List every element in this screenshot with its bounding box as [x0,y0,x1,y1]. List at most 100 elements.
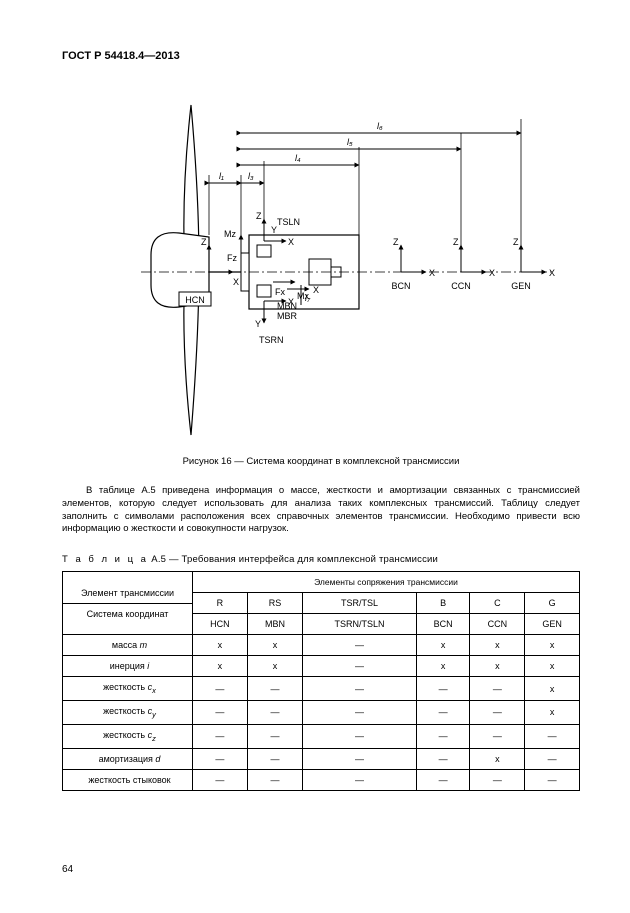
svg-text:X: X [429,268,435,278]
svg-text:MBR: MBR [277,311,298,321]
cell: x [525,677,580,701]
table-caption: Т а б л и ц а А.5 — Требования интерфейс… [62,554,580,565]
svg-text:Fz: Fz [227,253,237,263]
row-label: жесткость cz [63,724,193,748]
svg-text:X: X [549,268,555,278]
svg-text:l₆: l₆ [377,121,383,131]
row-label: жесткость cx [63,677,193,701]
row-label: амортизация d [63,748,193,769]
cell: x [247,656,303,677]
svg-text:Fx: Fx [275,287,285,297]
col-element: Элемент трансмиссииСистема координат [63,572,193,635]
table-row: жесткость cy—————x [63,701,580,725]
cell: x [470,748,525,769]
col2-CCN: CCN [470,614,525,635]
cell: — [416,769,470,790]
svg-text:MBN: MBN [277,301,297,311]
cell: — [303,748,416,769]
cell: — [303,769,416,790]
col-C: C [470,593,525,614]
svg-text:TSRN: TSRN [259,335,284,345]
cell: — [247,769,303,790]
svg-text:l₄: l₄ [295,153,301,163]
svg-text:X: X [288,237,294,247]
cell: x [470,635,525,656]
col-R: R [193,593,248,614]
cell: — [470,769,525,790]
table-row: жесткость cx—————x [63,677,580,701]
row-label: жесткость стыковок [63,769,193,790]
cell: — [470,701,525,725]
cell: x [416,635,470,656]
svg-text:X: X [313,285,319,295]
cell: — [247,724,303,748]
cell: — [303,656,416,677]
cell: — [416,701,470,725]
col2-HCN: HCN [193,614,248,635]
cell: — [193,769,248,790]
svg-text:l₅: l₅ [347,137,353,147]
row-label: инерция i [63,656,193,677]
label-hcn: HCN [185,295,205,305]
cell: — [303,724,416,748]
col-RS: RS [247,593,303,614]
cell: x [193,656,248,677]
page-number: 64 [62,864,73,875]
svg-text:GEN: GEN [511,281,531,291]
cell: — [247,701,303,725]
svg-text:CCN: CCN [451,281,471,291]
col-B: B [416,593,470,614]
doc-id: ГОСТ Р 54418.4—2013 [62,50,580,62]
figure-caption: Рисунок 16 — Система координат в комплек… [62,456,580,467]
cell: — [416,677,470,701]
cell: x [525,635,580,656]
svg-text:Z: Z [201,237,207,247]
cell: — [193,748,248,769]
cell: — [470,724,525,748]
coord-bcn: Z X BCN [391,237,435,291]
svg-text:Y: Y [255,319,261,329]
cell: — [247,677,303,701]
svg-text:Z: Z [513,237,519,247]
svg-text:Z: Z [453,237,459,247]
col2-TSRN/TSLN: TSRN/TSLN [303,614,416,635]
svg-text:l₃: l₃ [248,171,254,181]
cell: — [303,701,416,725]
table-row: амортизация d————x— [63,748,580,769]
cell: — [303,677,416,701]
group-header: Элементы сопряжения трансмиссии [193,572,580,593]
cell: x [193,635,248,656]
cell: x [247,635,303,656]
table-row: масса mxx—xxx [63,635,580,656]
cell: x [525,701,580,725]
cell: — [525,748,580,769]
svg-text:l₇: l₇ [305,293,311,303]
svg-text:TSLN: TSLN [277,217,300,227]
coord-gen: Z X GEN [511,237,555,291]
cell: — [525,724,580,748]
cell: — [193,724,248,748]
cell: — [303,635,416,656]
cell: — [525,769,580,790]
col2-BCN: BCN [416,614,470,635]
svg-text:X: X [233,277,239,287]
cell: — [247,748,303,769]
svg-text:Z: Z [393,237,399,247]
row-label: масса m [63,635,193,656]
cell: — [193,677,248,701]
svg-text:l₁: l₁ [219,171,224,181]
table-row: жесткость cz—————— [63,724,580,748]
svg-text:Z: Z [256,211,262,221]
table-row: жесткость стыковок—————— [63,769,580,790]
cell: x [416,656,470,677]
col2-GEN: GEN [525,614,580,635]
cell: x [525,656,580,677]
paragraph-a5: В таблице А.5 приведена информация о мас… [62,485,580,536]
col2-MBN: MBN [247,614,303,635]
cell: — [416,748,470,769]
table-a5: Элемент трансмиссииСистема координат Эле… [62,571,580,790]
cell: x [470,656,525,677]
svg-text:BCN: BCN [391,281,410,291]
figure-16: HCN Z X BCN Z X CCN [62,80,580,450]
svg-text:X: X [489,268,495,278]
